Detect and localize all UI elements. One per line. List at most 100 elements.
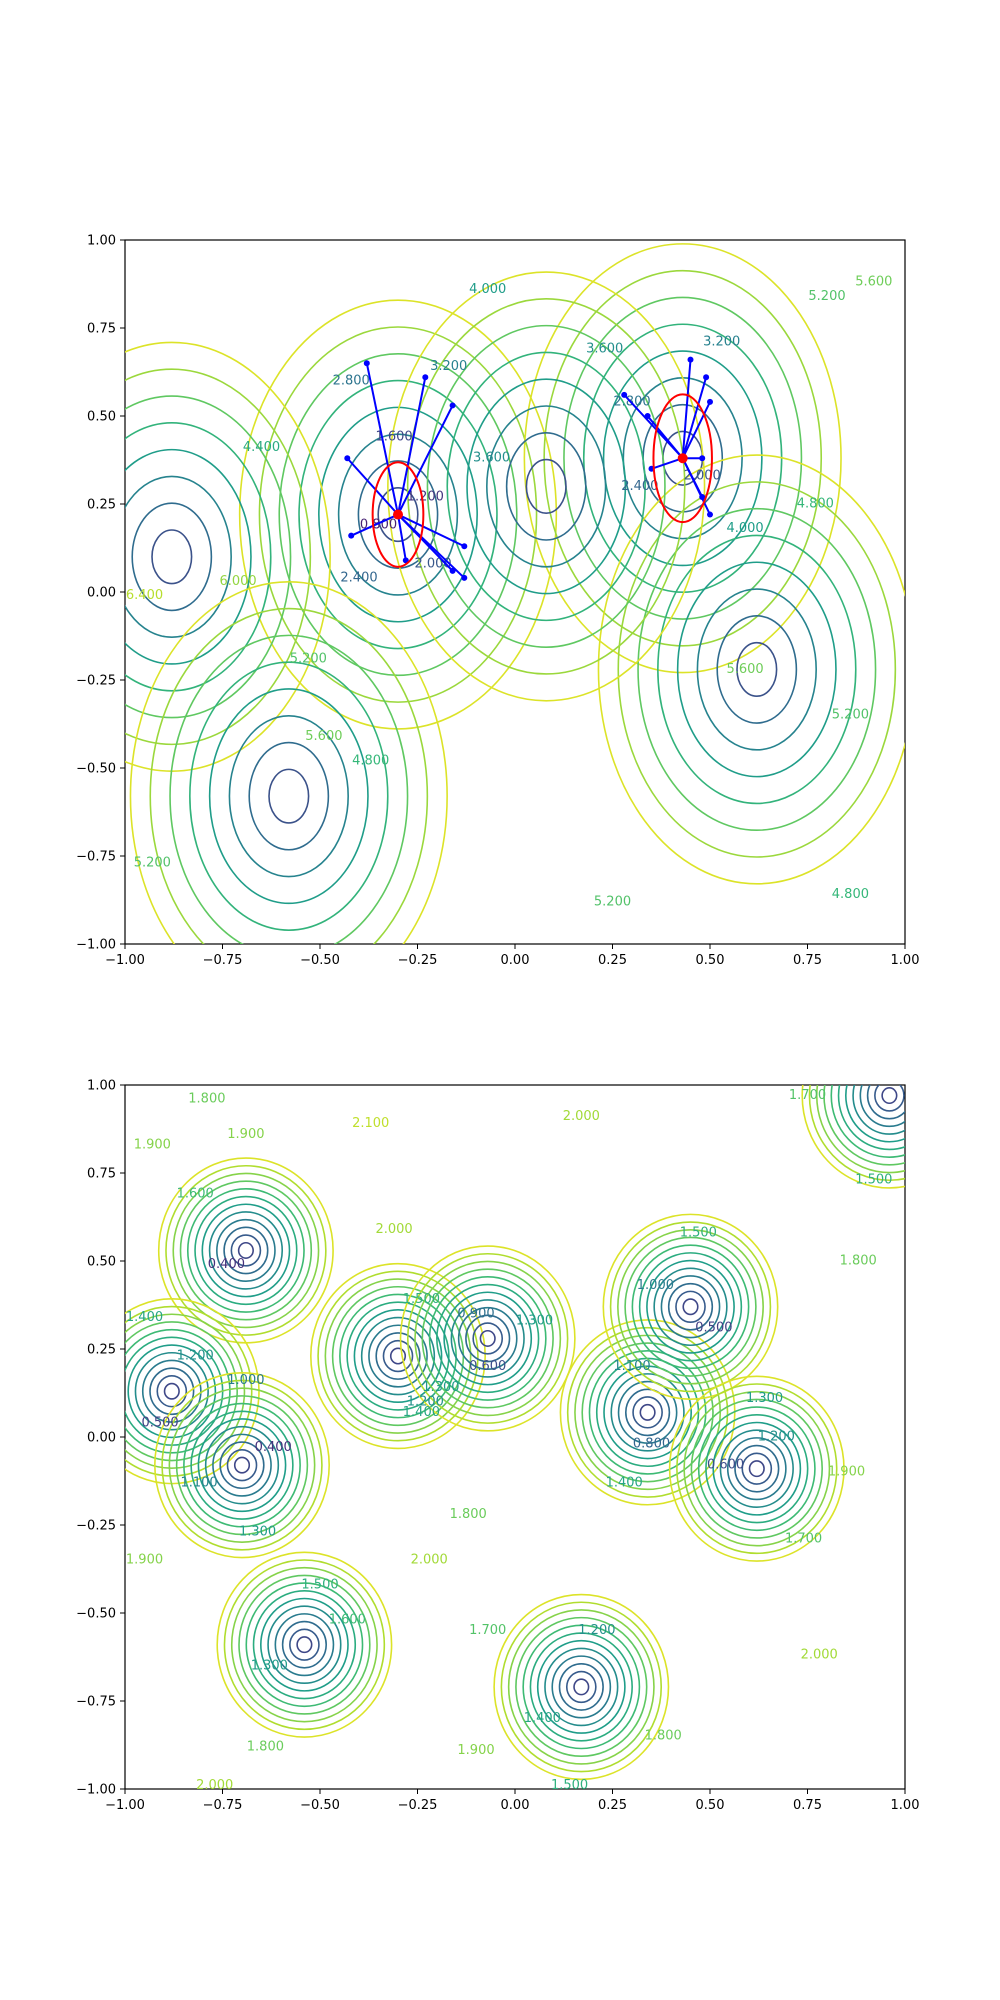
contour-label: 1.900 bbox=[828, 1465, 865, 1480]
contour-label: 5.600 bbox=[855, 275, 892, 290]
contour-line bbox=[208, 688, 369, 905]
contour-line bbox=[543, 269, 823, 647]
contour-label: 1.000 bbox=[227, 1373, 264, 1388]
contour-line bbox=[683, 1390, 831, 1547]
contour-line bbox=[493, 1593, 670, 1781]
contour-line bbox=[609, 1221, 772, 1393]
contour-line bbox=[212, 1433, 272, 1497]
contour-label: 1.700 bbox=[785, 1532, 822, 1547]
contour-label: 3.600 bbox=[473, 451, 510, 466]
contour-line bbox=[382, 1339, 414, 1373]
contour-label: 1.500 bbox=[403, 1292, 440, 1307]
vector-line bbox=[651, 457, 684, 470]
contour-line bbox=[801, 1085, 905, 1189]
y-tick-label: 0.00 bbox=[87, 586, 116, 601]
contour-line bbox=[748, 1460, 765, 1478]
contour-line bbox=[563, 296, 803, 620]
vector-line bbox=[681, 377, 708, 459]
contour-line bbox=[523, 243, 842, 674]
contour-label: 1.500 bbox=[680, 1225, 717, 1240]
contour-label: 1.700 bbox=[469, 1623, 506, 1638]
vector-tip bbox=[348, 532, 355, 539]
contour-line bbox=[675, 1290, 706, 1323]
contour-line bbox=[258, 326, 538, 703]
contour-line bbox=[168, 1387, 316, 1543]
chart-1-y-axis: −1.00 −0.75 −0.50 −0.25 0.00 0.25 0.50 0.75 1.00 bbox=[76, 234, 125, 953]
contour-line bbox=[696, 588, 817, 751]
contour-label: 1.000 bbox=[637, 1278, 674, 1293]
contour-line bbox=[845, 1085, 905, 1143]
contour-line bbox=[357, 460, 439, 569]
contour-label: 1.900 bbox=[126, 1553, 163, 1568]
contour-label: 3.600 bbox=[586, 342, 623, 357]
x-tick-label: −0.25 bbox=[398, 1798, 438, 1813]
contour-label: 0.900 bbox=[457, 1306, 494, 1321]
chart-2-contour-labels: 1.8001.9001.6001.4001.2000.5001.0000.400… bbox=[126, 1088, 893, 1793]
contour-line bbox=[223, 1226, 269, 1275]
contour-label: 1.500 bbox=[855, 1173, 892, 1188]
contour-line bbox=[161, 1379, 323, 1551]
contour-line bbox=[414, 1260, 562, 1417]
contour-label: 0.400 bbox=[255, 1440, 292, 1455]
vector-line bbox=[646, 415, 684, 459]
contour-label: 5.600 bbox=[726, 662, 763, 677]
contour-label: 0.500 bbox=[695, 1320, 732, 1335]
contour-line bbox=[443, 1291, 533, 1386]
contour-line bbox=[638, 1252, 743, 1362]
contour-line bbox=[141, 1359, 202, 1423]
y-tick-label: 0.50 bbox=[87, 1255, 116, 1270]
contour-line bbox=[522, 1624, 641, 1750]
contour-line bbox=[507, 1609, 655, 1765]
y-tick-label: 1.00 bbox=[87, 234, 116, 249]
contour-label: 4.800 bbox=[832, 887, 869, 902]
contour-line bbox=[377, 486, 419, 543]
contour-line bbox=[228, 714, 349, 878]
contour-line bbox=[260, 1597, 349, 1692]
contour-line bbox=[375, 1332, 421, 1380]
contour-line bbox=[125, 1305, 253, 1477]
contour-label: 1.700 bbox=[789, 1088, 826, 1103]
x-tick-label: −0.50 bbox=[300, 1798, 340, 1813]
contour-label: 1.600 bbox=[329, 1613, 366, 1628]
contour-line bbox=[129, 581, 448, 944]
contour-line bbox=[310, 1262, 486, 1450]
optimum-point bbox=[393, 509, 403, 520]
contour-line bbox=[298, 379, 498, 650]
vector-line bbox=[681, 457, 711, 515]
contour-label: 1.600 bbox=[177, 1187, 214, 1202]
contour-label: 1.300 bbox=[516, 1313, 553, 1328]
contour-line bbox=[324, 1278, 472, 1434]
contour-line bbox=[172, 1172, 320, 1329]
chart-2-contours bbox=[125, 1085, 905, 1781]
vector-line bbox=[397, 377, 427, 515]
contour-line bbox=[617, 481, 897, 858]
x-tick-label: 0.00 bbox=[501, 953, 530, 968]
contour-line bbox=[406, 298, 686, 675]
contour-line bbox=[268, 768, 310, 824]
contour-line bbox=[318, 406, 478, 623]
x-tick-label: 0.50 bbox=[696, 1798, 725, 1813]
contour-line bbox=[421, 1268, 554, 1409]
contour-line bbox=[565, 1670, 597, 1704]
y-tick-label: 0.25 bbox=[87, 498, 116, 513]
contour-label: 2.400 bbox=[621, 479, 658, 494]
contour-line bbox=[125, 395, 292, 719]
contour-label: 1.100 bbox=[180, 1475, 217, 1490]
contour-line bbox=[668, 1375, 845, 1562]
chart-2-x-axis: −1.00 −0.75 −0.50 −0.25 0.00 0.25 0.50 0.75 1.00 bbox=[105, 1789, 919, 1813]
x-tick-label: 0.75 bbox=[793, 953, 822, 968]
contour-line bbox=[525, 458, 567, 514]
y-tick-label: 0.75 bbox=[87, 322, 116, 337]
y-tick-label: −1.00 bbox=[76, 1783, 116, 1798]
contour-line bbox=[156, 1375, 188, 1408]
contour-label: 5.200 bbox=[594, 894, 631, 909]
vector-tip bbox=[644, 413, 651, 419]
contour-label: 1.500 bbox=[551, 1778, 588, 1793]
contour-line bbox=[296, 1636, 313, 1654]
contour-label: 0.600 bbox=[707, 1458, 744, 1473]
contour-line bbox=[682, 1298, 699, 1316]
contour-line bbox=[399, 1245, 576, 1432]
contour-line bbox=[125, 1328, 231, 1454]
contour-label: 4.000 bbox=[469, 282, 506, 297]
contour-line bbox=[165, 1164, 327, 1336]
